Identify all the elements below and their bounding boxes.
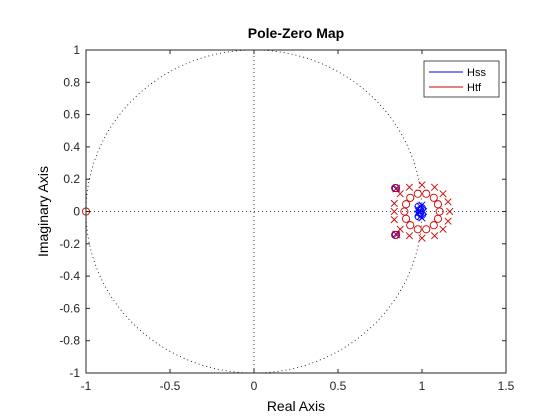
- zero-marker: [433, 200, 443, 209]
- y-tick-label: 0.8: [63, 75, 80, 89]
- y-tick-label: -0.8: [59, 334, 80, 348]
- y-tick-label: 0.6: [63, 108, 80, 122]
- zero-marker: [391, 184, 400, 193]
- pole-marker: [390, 199, 398, 208]
- y-tick-label: -0.4: [59, 269, 80, 283]
- y-tick-label: 0.2: [63, 172, 80, 186]
- pole-marker: [396, 190, 404, 198]
- x-tick-label: 1.5: [498, 379, 515, 393]
- chart-title: Pole-Zero Map: [248, 25, 344, 41]
- y-tick-label: 0: [73, 205, 80, 219]
- zero-marker: [406, 193, 415, 202]
- pole-marker: [390, 215, 398, 224]
- series-hss: [391, 184, 428, 239]
- zero-marker: [422, 189, 431, 198]
- x-tick-label: -0.5: [160, 379, 181, 393]
- legend-label-hss: Hss: [467, 67, 486, 79]
- x-tick-label: -1: [81, 379, 92, 393]
- y-tick-label: 0.4: [63, 140, 80, 154]
- pole-marker: [393, 231, 401, 239]
- x-tick-label: 1: [419, 379, 426, 393]
- zero-marker: [413, 189, 422, 198]
- pole-marker: [439, 225, 447, 233]
- pole-marker: [418, 234, 426, 242]
- legend-label-htf: Htf: [467, 82, 482, 94]
- pole-marker: [418, 181, 426, 189]
- y-tick-label: -0.6: [59, 301, 80, 315]
- pole-marker: [405, 232, 414, 240]
- y-tick-label: -0.2: [59, 237, 80, 251]
- pole-marker: [415, 207, 424, 216]
- pole-marker: [439, 190, 447, 198]
- zero-marker: [406, 221, 415, 230]
- y-tick-label: -1: [69, 366, 80, 380]
- zero-marker: [400, 207, 409, 216]
- pole-marker: [405, 183, 414, 191]
- zero-marker: [429, 221, 438, 230]
- legend: Hss Htf: [423, 60, 500, 98]
- unit-circle: [85, 49, 423, 374]
- pole-marker: [396, 225, 404, 233]
- pole-marker: [446, 207, 454, 216]
- x-tick-label: 0.5: [330, 379, 347, 393]
- zero-marker: [422, 225, 431, 234]
- pole-marker: [430, 183, 439, 191]
- pole-marker: [393, 184, 401, 192]
- x-tick-label: 0: [251, 379, 258, 393]
- y-tick-label: 1: [73, 43, 80, 57]
- pole-marker: [444, 217, 452, 225]
- pole-marker: [444, 198, 452, 206]
- legend-box: [423, 60, 500, 98]
- zero-marker: [433, 214, 443, 223]
- pole-marker: [430, 232, 439, 240]
- pole-marker: [390, 207, 398, 216]
- x-axis-label: Real Axis: [267, 398, 325, 414]
- zero-marker: [413, 225, 422, 234]
- y-axis-label: Imaginary Axis: [35, 166, 51, 257]
- zero-marker: [391, 230, 400, 239]
- zero-marker: [429, 193, 438, 202]
